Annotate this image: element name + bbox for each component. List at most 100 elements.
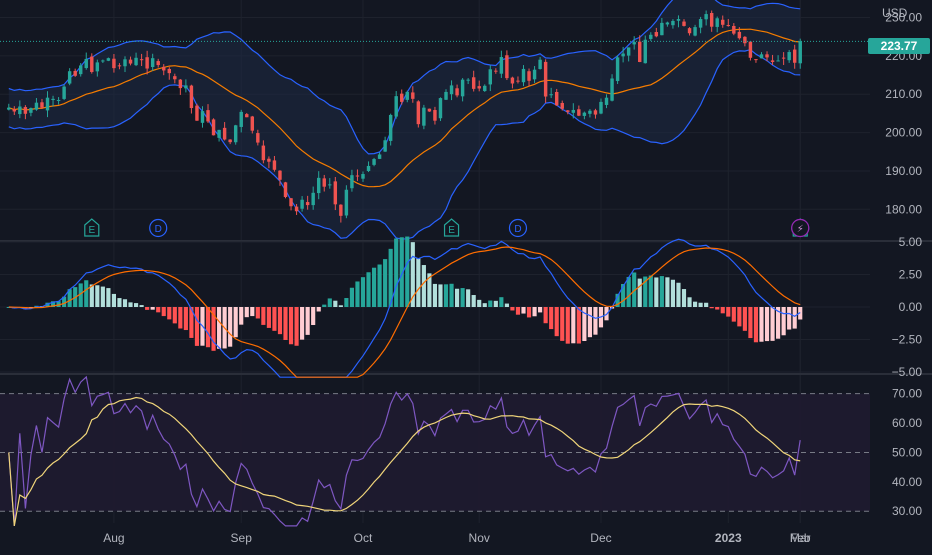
- macd-histogram-bar: [798, 307, 803, 320]
- candle-body: [438, 98, 443, 119]
- rsi-ma-line: [8, 396, 801, 527]
- macd-histogram-bar: [405, 236, 410, 307]
- candle-body: [499, 57, 504, 74]
- candle: [245, 112, 249, 118]
- candle: [228, 139, 232, 145]
- candle: [405, 90, 409, 103]
- candle: [300, 196, 304, 212]
- event-label: D: [514, 224, 521, 235]
- candle-body: [372, 159, 376, 165]
- candle: [211, 118, 216, 136]
- macd-histogram-bar: [560, 307, 565, 341]
- candle: [665, 21, 670, 27]
- macd-histogram-bar: [67, 289, 72, 307]
- price-y-tick: 210.00: [885, 87, 922, 101]
- candle-body: [626, 47, 631, 56]
- candle-body: [615, 57, 620, 82]
- candle-body: [599, 101, 603, 114]
- macd-histogram-bar: [239, 307, 244, 325]
- candle-body: [222, 127, 227, 140]
- macd-y-tick: −2.50: [892, 333, 923, 347]
- macd-histogram-bar: [427, 273, 432, 307]
- candle: [715, 16, 719, 33]
- candle: [654, 27, 659, 38]
- candle-body: [737, 31, 742, 39]
- event-marker[interactable]: D: [149, 218, 168, 238]
- candle-body: [339, 204, 343, 216]
- candle: [344, 185, 349, 219]
- bollinger-basis-line: [8, 28, 801, 188]
- macd-histogram-bar: [150, 307, 155, 310]
- candle: [361, 171, 365, 182]
- candle-body: [743, 36, 747, 44]
- macd-histogram-bar: [643, 276, 648, 307]
- macd-y-tick: 5.00: [899, 235, 923, 249]
- candle-body: [505, 55, 509, 79]
- candle-body: [466, 79, 470, 81]
- macd-histogram-bar: [122, 299, 128, 307]
- candle-body: [355, 175, 360, 177]
- candle: [350, 169, 354, 192]
- candle: [549, 87, 553, 99]
- candle-body: [510, 77, 515, 84]
- candle-body: [178, 79, 183, 89]
- candle: [305, 195, 310, 210]
- candle-body: [350, 175, 354, 189]
- macd-histogram-bar: [333, 300, 338, 307]
- candle-body: [554, 91, 559, 106]
- candle-body: [682, 21, 686, 26]
- event-marker[interactable]: ⚡: [791, 218, 810, 238]
- event-marker[interactable]: E: [443, 218, 460, 237]
- candle-body: [671, 20, 675, 26]
- macd-histogram-bar: [344, 298, 349, 307]
- candle: [754, 59, 758, 63]
- candle-body: [687, 28, 692, 34]
- candle-body: [405, 91, 409, 100]
- macd-histogram-bar: [84, 280, 89, 307]
- candle: [256, 129, 260, 146]
- candle: [162, 64, 166, 76]
- event-marker[interactable]: D: [508, 218, 528, 238]
- macd-histogram-bar: [111, 293, 117, 307]
- candle: [577, 105, 581, 117]
- event-label: ⚡: [797, 224, 804, 235]
- macd-histogram-bar: [488, 300, 493, 307]
- candle: [294, 204, 299, 215]
- candle-body: [228, 139, 232, 143]
- event-label: E: [88, 225, 95, 236]
- candle: [333, 176, 338, 211]
- candle: [466, 78, 470, 85]
- candle: [477, 80, 481, 92]
- macd-histogram-bar: [715, 307, 720, 310]
- candle: [621, 46, 625, 63]
- macd-histogram-bar: [648, 275, 653, 307]
- rsi-pane: [0, 375, 870, 527]
- candle-body: [294, 206, 299, 212]
- candle-body: [156, 61, 160, 66]
- candle-body: [759, 54, 764, 59]
- macd-histogram-bar: [565, 307, 570, 344]
- candle: [538, 57, 542, 70]
- candle: [532, 66, 537, 83]
- macd-histogram-bar: [338, 305, 343, 307]
- event-marker[interactable]: E: [84, 218, 100, 237]
- candle-body: [577, 109, 581, 116]
- price-y-tick: 190.00: [885, 164, 922, 178]
- candle-body: [101, 60, 105, 62]
- candle-body: [787, 52, 791, 61]
- candle: [184, 79, 188, 93]
- macd-histogram-bar: [726, 307, 731, 317]
- candle-body: [84, 58, 88, 69]
- macd-histogram-bar: [626, 276, 631, 307]
- macd-histogram-bar: [311, 307, 316, 326]
- price-pane: EDEDED⚡: [0, 0, 868, 240]
- candle-body: [200, 111, 205, 123]
- candle-body: [593, 110, 598, 115]
- candle: [643, 35, 647, 64]
- candle-body: [643, 39, 647, 64]
- candle: [73, 68, 77, 77]
- candle-body: [316, 177, 321, 194]
- candle-body: [549, 94, 553, 96]
- macd-histogram-bar: [687, 297, 692, 307]
